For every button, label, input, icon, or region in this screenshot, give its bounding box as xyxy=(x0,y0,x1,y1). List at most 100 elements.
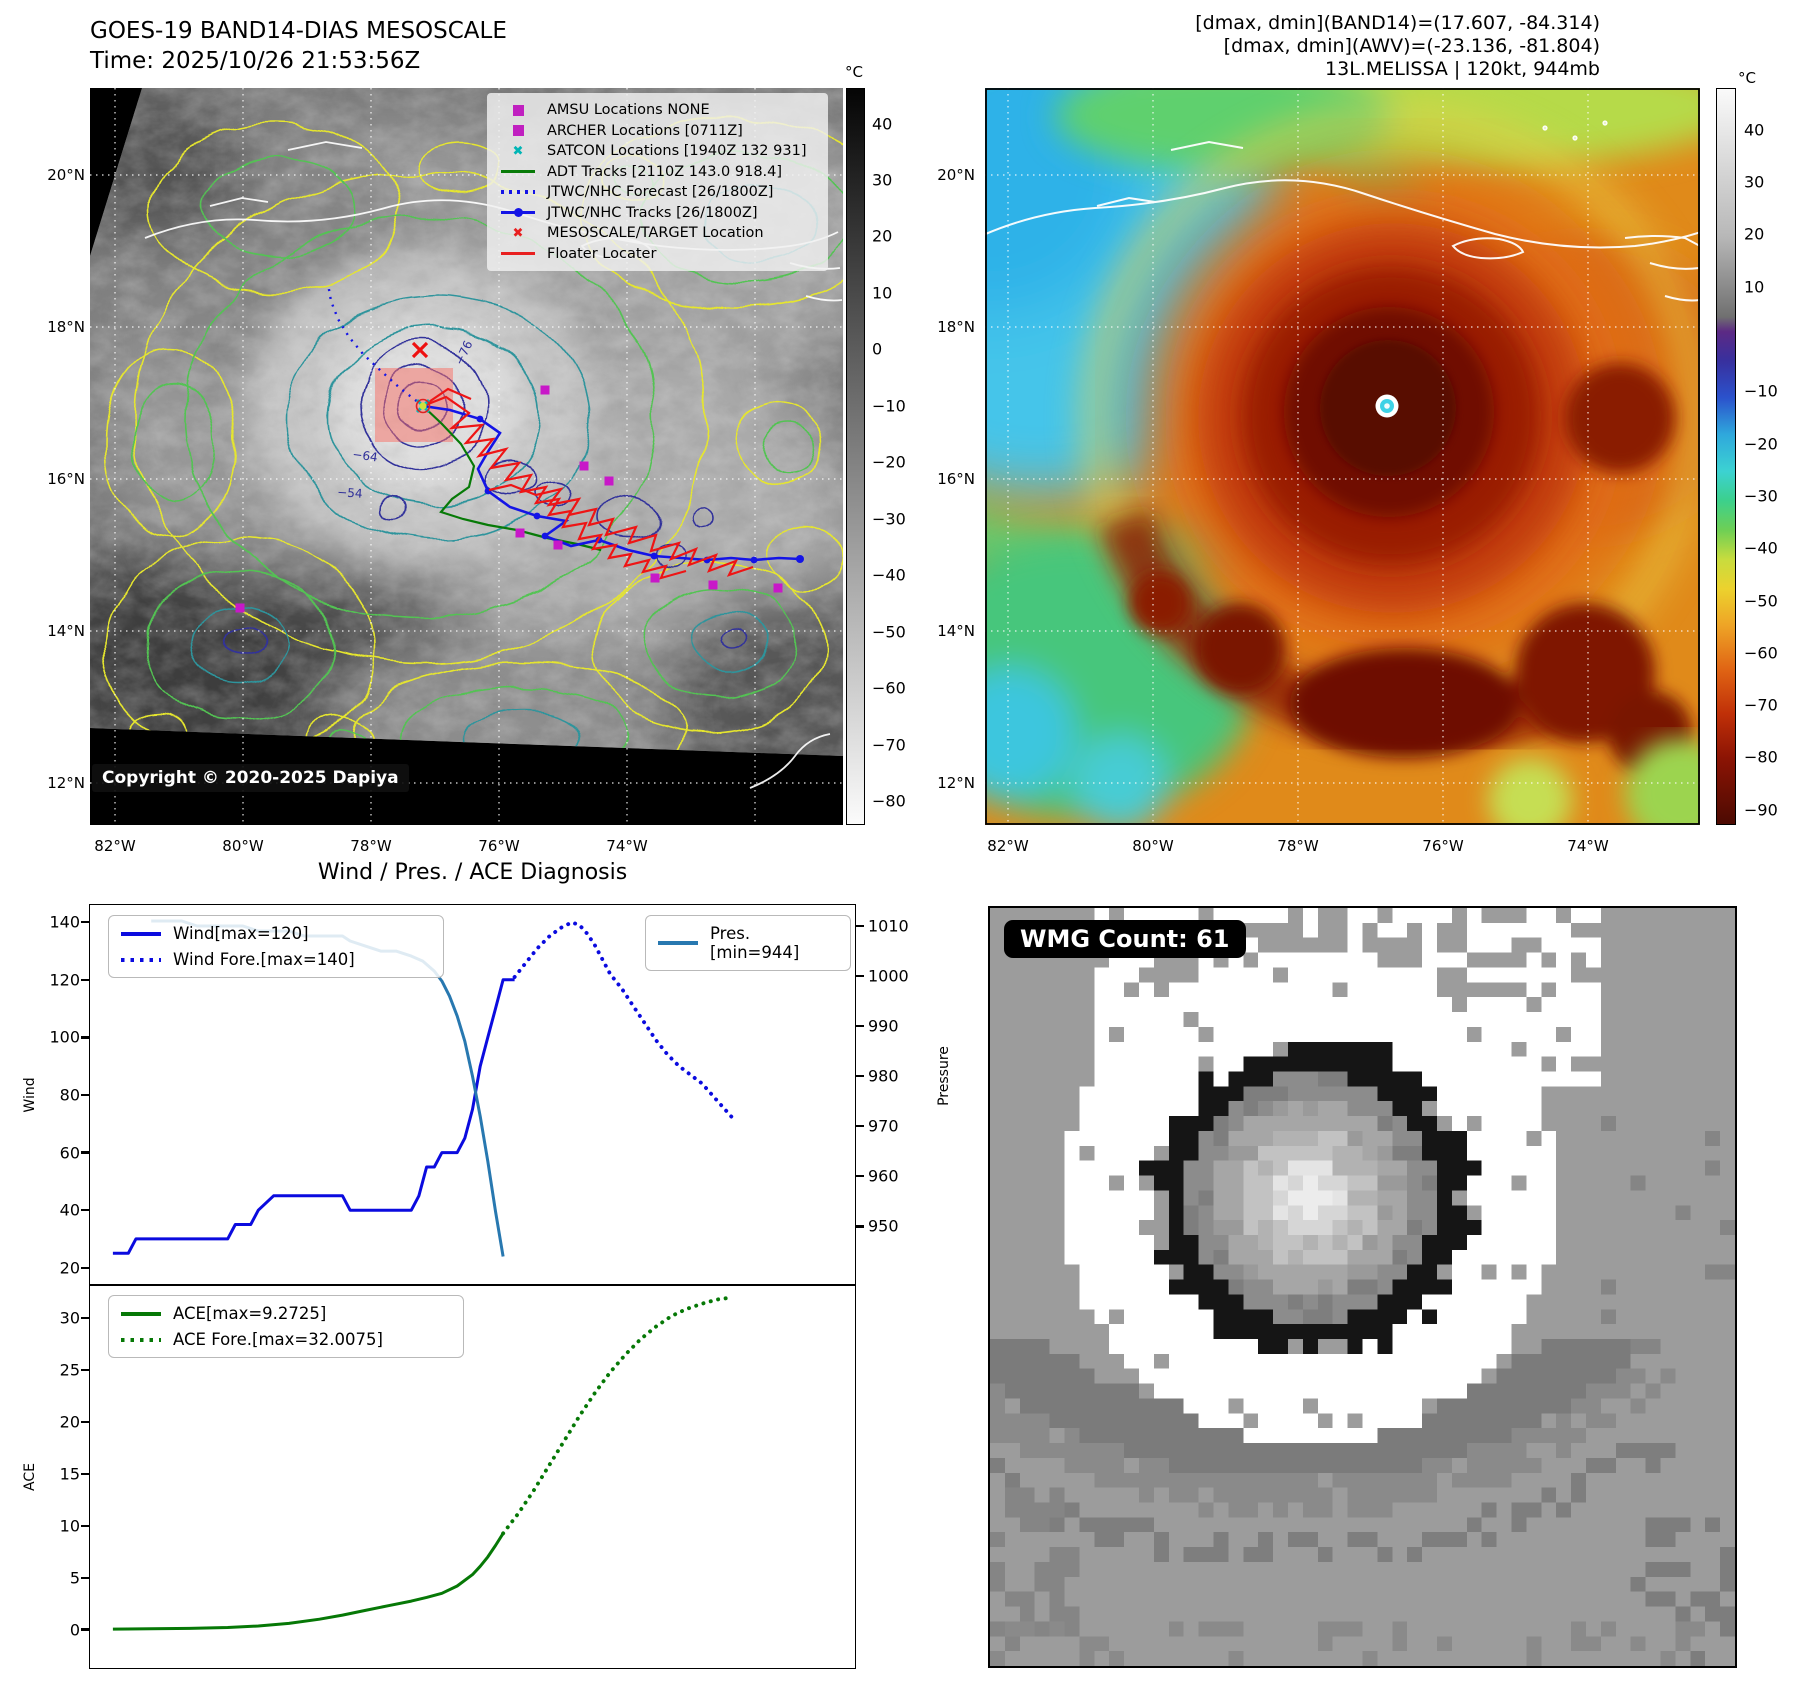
band14-colorbar-tick: 0 xyxy=(872,339,883,359)
awv-colorbar-tick: −40 xyxy=(1744,538,1778,558)
band14-colorbar-unit: °C xyxy=(845,63,863,81)
band14-colorbar-tick: −80 xyxy=(872,791,906,811)
ace-axes xyxy=(89,1284,856,1669)
awv-lon-label: 80°W xyxy=(1132,837,1174,855)
awv-colorbar-tick: 20 xyxy=(1744,224,1765,244)
ace-line-swatch xyxy=(121,1311,161,1316)
awv-colorbar-unit: °C xyxy=(1738,69,1756,87)
storm-tracks xyxy=(326,283,804,580)
band14-lat-label: 12°N xyxy=(47,774,85,792)
line-marker-icon xyxy=(501,170,535,174)
pressure-legend-label: Pres.[min=944] xyxy=(710,924,800,962)
y-tick-mark xyxy=(81,1036,90,1039)
legend-row: ✖ MESOSCALE/TARGET Location xyxy=(493,223,822,244)
wind-fore-line-swatch xyxy=(121,957,161,962)
legend-label: ARCHER Locations [0711Z] xyxy=(547,122,743,139)
awv-colorbar-tick: −20 xyxy=(1744,434,1778,454)
ace-legend-label: ACE[max=9.2725] xyxy=(173,1304,327,1323)
y-tick-mark xyxy=(81,1317,90,1320)
y-tick-mark xyxy=(81,978,90,981)
ace-fore-legend-label: ACE Fore.[max=32.0075] xyxy=(173,1330,383,1349)
contour-label-64: −64 xyxy=(352,447,379,464)
wind-legend: Wind[max=120] Wind Fore.[max=140] xyxy=(108,915,444,978)
contour-label-54: −54 xyxy=(337,485,363,501)
y-tick-mark xyxy=(855,1075,864,1078)
y-tick-label: 10 xyxy=(59,1516,80,1536)
y-tick-label: 25 xyxy=(59,1360,80,1380)
awv-colorbar-tick: −30 xyxy=(1744,486,1778,506)
floater-track-a xyxy=(422,395,687,580)
awv-colorbar-tick: −80 xyxy=(1744,747,1778,767)
awv-coastlines xyxy=(985,120,1700,302)
y-tick-label: 40 xyxy=(59,1200,80,1220)
legend-label: MESOSCALE/TARGET Location xyxy=(547,225,764,242)
storm-center-ring xyxy=(415,398,431,414)
legend-row: ✖ SATCON Locations [1940Z 132 931] xyxy=(493,141,822,162)
legend-label: JTWC/NHC Forecast [26/1800Z] xyxy=(547,184,774,201)
dmax-dmin-awv: [dmax, dmin](AWV)=(-23.136, -81.804) xyxy=(1223,35,1600,57)
band14-legend: AMSU Locations NONE ARCHER Locations [071… xyxy=(487,93,828,271)
y-tick-mark xyxy=(81,1524,90,1527)
y-tick-mark xyxy=(855,924,864,928)
awv-lon-label: 74°W xyxy=(1567,837,1609,855)
y-tick-label: 990 xyxy=(868,1016,899,1036)
band14-title-line2: Time: 2025/10/26 21:53:56Z xyxy=(90,48,421,74)
band14-lat-label: 20°N xyxy=(47,166,85,184)
y-tick-mark xyxy=(81,1151,90,1154)
y-tick-label: 120 xyxy=(49,970,80,990)
storm-center-dot xyxy=(419,402,427,410)
band14-colorbar-tick: −40 xyxy=(872,565,906,585)
ace-legend: ACE[max=9.2725] ACE Fore.[max=32.0075] xyxy=(108,1295,464,1358)
legend-row: ARCHER Locations [0711Z] xyxy=(493,121,822,142)
band14-colorbar-tick: −50 xyxy=(872,622,906,642)
band14-colorbar-tick: 40 xyxy=(872,114,893,134)
awv-colorbar-tick: −70 xyxy=(1744,695,1778,715)
y-tick-mark xyxy=(855,1125,864,1128)
band14-colorbar-tick: 30 xyxy=(872,170,893,190)
legend-row: AMSU Locations NONE xyxy=(493,100,822,121)
floater-track-c xyxy=(422,387,472,407)
band14-lon-label: 76°W xyxy=(478,837,520,855)
y-tick-label: 1010 xyxy=(868,916,909,936)
band14-lon-label: 78°W xyxy=(350,837,392,855)
band14-lon-label: 82°W xyxy=(94,837,136,855)
awv-lat-label: 14°N xyxy=(937,622,975,640)
y-tick-mark xyxy=(81,1266,90,1269)
awv-colorbar-tick: 10 xyxy=(1744,277,1765,297)
awv-colorbar-tick: 30 xyxy=(1744,172,1765,192)
y-tick-label: 970 xyxy=(868,1116,899,1136)
y-tick-mark xyxy=(855,1225,864,1228)
band14-colorbar-tick: 10 xyxy=(872,283,893,303)
legend-row: JTWC/NHC Tracks [26/1800Z] xyxy=(493,203,822,224)
band14-colorbar-tick: −60 xyxy=(872,678,906,698)
legend-label: ADT Tracks [2110Z 143.0 918.4] xyxy=(547,163,783,180)
band14-lat-label: 18°N xyxy=(47,318,85,336)
y-tick-label: 30 xyxy=(59,1308,80,1328)
y-tick-label: 140 xyxy=(49,912,80,932)
legend-row: ADT Tracks [2110Z 143.0 918.4] xyxy=(493,162,822,183)
y-tick-label: 80 xyxy=(59,1085,80,1105)
ace-fore-legend-row: ACE Fore.[max=32.0075] xyxy=(121,1330,451,1349)
wind-legend-label: Wind[max=120] xyxy=(173,924,309,943)
dmax-dmin-band14: [dmax, dmin](BAND14)=(17.607, -84.314) xyxy=(1195,12,1600,34)
y-tick-mark xyxy=(81,1369,90,1372)
pressure-line-swatch xyxy=(658,941,698,945)
mesoscale-target-box xyxy=(375,368,453,442)
awv-colorbar-tick: 40 xyxy=(1744,120,1765,140)
awv-imagery xyxy=(985,88,1700,825)
legend-label: AMSU Locations NONE xyxy=(547,102,710,119)
dotted-marker-icon xyxy=(501,190,535,195)
band14-colorbar-tick: −20 xyxy=(872,452,906,472)
y-tick-label: 0 xyxy=(69,1620,80,1640)
y-tick-mark xyxy=(81,1628,90,1631)
legend-label: Floater Locater xyxy=(547,245,657,262)
wind-line-swatch xyxy=(121,931,161,936)
band14-title: GOES-19 BAND14-DIAS MESOSCALE Time: 2025… xyxy=(90,16,507,76)
y-tick-label: 100 xyxy=(49,1027,80,1047)
band14-lon-label: 80°W xyxy=(222,837,264,855)
line-marker-icon xyxy=(501,252,535,256)
awv-colorbar-tick: −50 xyxy=(1744,591,1778,611)
line-dot-marker-icon xyxy=(501,208,535,218)
awv-lon-label: 82°W xyxy=(987,837,1029,855)
